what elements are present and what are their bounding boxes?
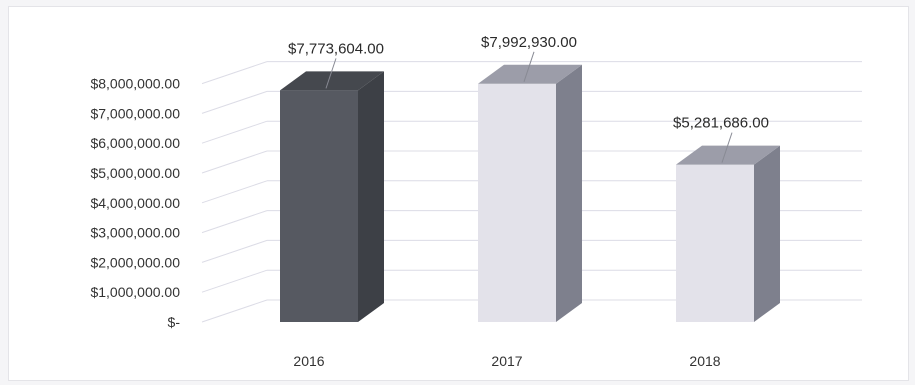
data-label-leader: [325, 58, 337, 89]
gridline-side-2: [201, 239, 268, 263]
bar-front: [478, 83, 556, 322]
x-axis-tick-labels: 2016 2017 2018: [293, 353, 720, 369]
data-label-leaders: [325, 51, 733, 163]
x-tick-label: 2016: [293, 353, 324, 369]
gridline-side-4: [201, 180, 268, 204]
bar-front: [280, 90, 358, 322]
bars: [280, 64, 780, 323]
gridline-side-3: [201, 210, 268, 234]
data-labels: $7,773,604.00 $7,992,930.00 $5,281,686.00: [288, 34, 769, 132]
y-tick-label: $4,000,000.00: [90, 195, 180, 211]
bar-2018: [676, 145, 780, 322]
y-tick-label: $1,000,000.00: [90, 284, 180, 300]
y-tick-label: $-: [168, 314, 181, 330]
bar-top: [478, 64, 582, 84]
bar-side: [754, 145, 780, 322]
data-label: $5,281,686.00: [673, 115, 769, 132]
gridline-side-1: [201, 269, 268, 293]
bar-top: [676, 145, 780, 165]
y-tick-label: $6,000,000.00: [90, 135, 180, 151]
data-label: $7,992,930.00: [481, 34, 577, 51]
data-label: $7,773,604.00: [288, 40, 384, 57]
y-tick-label: $3,000,000.00: [90, 225, 180, 241]
gridline-side-7: [201, 90, 268, 114]
y-tick-label: $7,000,000.00: [90, 105, 180, 121]
bar-side: [358, 71, 384, 322]
gridline-side-0: [201, 299, 268, 323]
bar-front: [676, 164, 754, 322]
gridline-side-6: [201, 120, 268, 144]
bar-top: [280, 71, 384, 91]
gridline-side-8: [201, 61, 268, 85]
x-tick-label: 2017: [491, 353, 522, 369]
bar-side: [556, 64, 582, 323]
bar-2016: [280, 71, 384, 322]
y-axis-tick-labels: $- $1,000,000.00 $2,000,000.00 $3,000,000.0…: [90, 76, 180, 330]
y-tick-label: $2,000,000.00: [90, 254, 180, 270]
data-label-leader: [721, 132, 733, 163]
gridline-side-5: [201, 150, 268, 174]
x-tick-label: 2018: [689, 353, 720, 369]
bar-2017: [478, 64, 582, 323]
chart-area: $- $1,000,000.00 $2,000,000.00 $3,000,000.0…: [8, 6, 909, 381]
bar-chart: $- $1,000,000.00 $2,000,000.00 $3,000,000.0…: [90, 34, 862, 369]
y-tick-label: $5,000,000.00: [90, 165, 180, 181]
y-tick-label: $8,000,000.00: [90, 76, 180, 92]
data-label-leader: [523, 51, 535, 82]
